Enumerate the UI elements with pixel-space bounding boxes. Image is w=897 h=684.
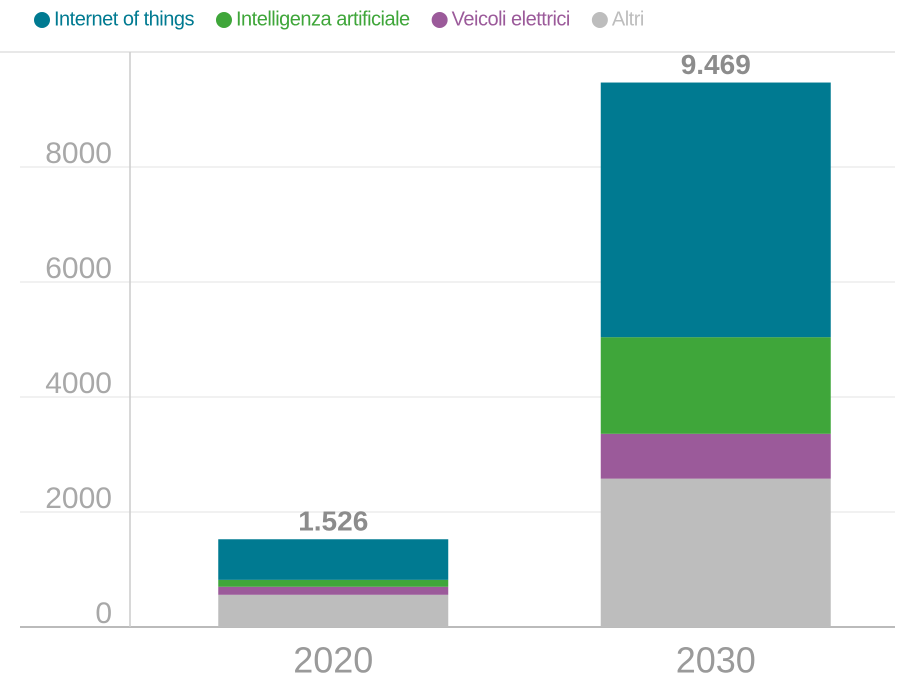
y-tick-label: 4000 (45, 367, 112, 400)
legend-marker (431, 12, 448, 28)
y-tick-label: 0 (95, 597, 112, 630)
bar-segment (600, 478, 831, 627)
legend-label: Altri (612, 8, 644, 30)
bar-segment (218, 579, 449, 587)
bar-segment (218, 539, 449, 580)
bar-segment (600, 82, 831, 338)
x-tick-label: 2030 (676, 640, 756, 681)
legend-marker (215, 12, 232, 28)
legend-label: Veicoli elettrici (452, 8, 570, 30)
x-tick-label: 2020 (293, 640, 373, 681)
legend-label: Internet of things (54, 8, 194, 30)
legend-label: Intelligenza artificiale (236, 8, 410, 30)
total-label: 1.526 (298, 506, 368, 537)
y-tick-label: 8000 (45, 137, 112, 170)
bar-segment (218, 586, 449, 595)
y-tick-label: 6000 (45, 252, 112, 285)
legend-marker (34, 12, 50, 28)
y-tick-label: 2000 (45, 482, 112, 515)
bar-segment (218, 594, 449, 627)
legend-marker (591, 12, 608, 28)
total-label: 9.469 (681, 49, 751, 80)
bar-segment (600, 433, 831, 479)
bar-segment (600, 337, 831, 434)
